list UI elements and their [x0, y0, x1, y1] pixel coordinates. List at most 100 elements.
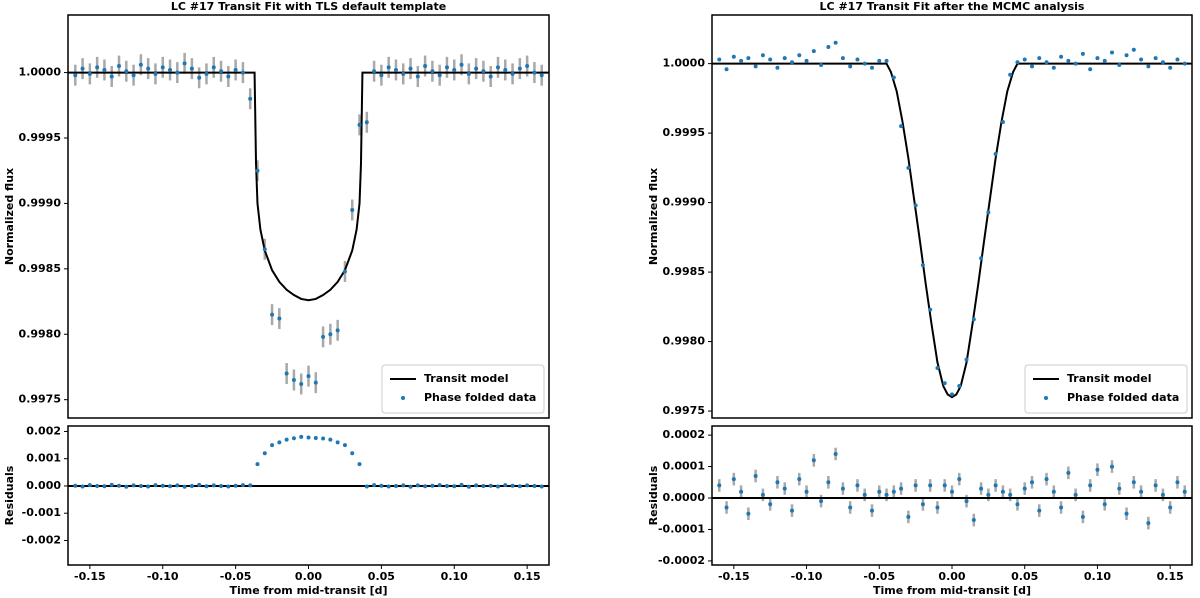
- data-point: [986, 210, 991, 215]
- data-point: [372, 69, 377, 74]
- data-point: [219, 483, 224, 488]
- data-point: [1015, 60, 1020, 65]
- data-point: [1080, 51, 1085, 56]
- data-point: [466, 71, 471, 76]
- y-tick-label: 0.9985: [19, 262, 61, 275]
- data-point: [532, 483, 537, 488]
- y-tick-label: 1.0000: [19, 66, 62, 79]
- data-point: [1168, 505, 1173, 510]
- data-point: [189, 483, 194, 488]
- data-point: [379, 73, 384, 78]
- data-point: [942, 483, 947, 488]
- data-point: [306, 374, 311, 379]
- data-point: [811, 458, 816, 463]
- x-tick-label: 0.15: [514, 570, 541, 583]
- legend-box: [381, 364, 545, 414]
- data-point: [1073, 492, 1078, 497]
- data-point: [233, 67, 238, 72]
- data-point: [328, 332, 333, 337]
- data-point: [277, 316, 282, 321]
- data-point: [408, 66, 413, 71]
- legend-swatch: [1044, 396, 1048, 400]
- data-point: [1088, 67, 1093, 72]
- data-point: [964, 357, 969, 362]
- data-point: [510, 483, 515, 488]
- data-point: [1044, 60, 1049, 65]
- data-point: [248, 96, 253, 101]
- data-point: [306, 435, 311, 440]
- data-point: [342, 269, 347, 274]
- data-point: [168, 484, 173, 489]
- data-point: [408, 484, 413, 489]
- data-point: [153, 71, 158, 76]
- data-point: [80, 66, 85, 71]
- model-line: [712, 62, 1192, 399]
- y-tick-label: 0.0000: [663, 491, 706, 504]
- legend-label: Phase folded data: [424, 391, 536, 404]
- data-point: [1175, 480, 1180, 485]
- data-point: [1131, 480, 1136, 485]
- x-axis-label: Time from mid-transit [d]: [873, 584, 1031, 597]
- data-point: [153, 483, 158, 488]
- y-tick-label: 0.9975: [19, 393, 61, 406]
- data-point: [459, 62, 464, 67]
- data-point: [1146, 64, 1151, 69]
- data-point: [219, 69, 224, 74]
- data-point: [124, 69, 129, 74]
- data-point: [731, 54, 736, 59]
- data-point: [131, 73, 136, 78]
- data-point: [746, 56, 751, 61]
- data-point: [840, 486, 845, 491]
- data-point: [775, 480, 780, 485]
- data-point: [1182, 489, 1187, 494]
- x-tick-label: 0.05: [1011, 570, 1038, 583]
- data-point: [357, 122, 362, 127]
- data-point: [284, 437, 289, 442]
- legend-label: Transit model: [424, 372, 509, 385]
- data-point: [87, 483, 92, 488]
- data-point: [891, 75, 896, 80]
- y-axis-label: Residuals: [647, 465, 660, 525]
- data-point: [971, 518, 976, 523]
- data-point: [855, 57, 860, 62]
- legend-label: Phase folded data: [1067, 391, 1179, 404]
- chart-title: LC #17 Transit Fit after the MCMC analys…: [820, 0, 1085, 13]
- data-point: [182, 61, 187, 66]
- data-point: [724, 67, 729, 72]
- data-point: [350, 451, 355, 456]
- data-point: [717, 483, 722, 488]
- data-point: [717, 57, 722, 62]
- data-point: [760, 53, 765, 58]
- data-point: [1008, 72, 1013, 77]
- data-point: [459, 482, 464, 487]
- data-point: [495, 65, 500, 70]
- data-point: [204, 484, 209, 489]
- data-point: [95, 483, 100, 488]
- data-point: [182, 484, 187, 489]
- data-point: [964, 499, 969, 504]
- data-point: [753, 474, 758, 479]
- data-point: [1117, 486, 1122, 491]
- data-point: [189, 66, 194, 71]
- data-point: [401, 71, 406, 76]
- data-point: [503, 483, 508, 488]
- x-tick-label: 0.05: [368, 570, 395, 583]
- y-tick-label: 0.9990: [663, 196, 706, 209]
- data-point: [1022, 57, 1027, 62]
- data-point: [804, 58, 809, 63]
- data-point: [474, 483, 479, 488]
- data-point: [211, 65, 216, 70]
- data-point: [517, 484, 522, 489]
- data-point: [284, 371, 289, 376]
- data-point: [335, 440, 340, 445]
- data-point: [175, 483, 180, 488]
- x-tick-label: -0.10: [147, 570, 179, 583]
- data-point: [877, 58, 882, 63]
- data-point: [819, 499, 824, 504]
- y-tick-label: -0.0002: [658, 554, 705, 567]
- data-point: [415, 483, 420, 488]
- data-point: [160, 483, 165, 488]
- data-point: [877, 489, 882, 494]
- data-point: [891, 489, 896, 494]
- data-point: [1066, 58, 1071, 63]
